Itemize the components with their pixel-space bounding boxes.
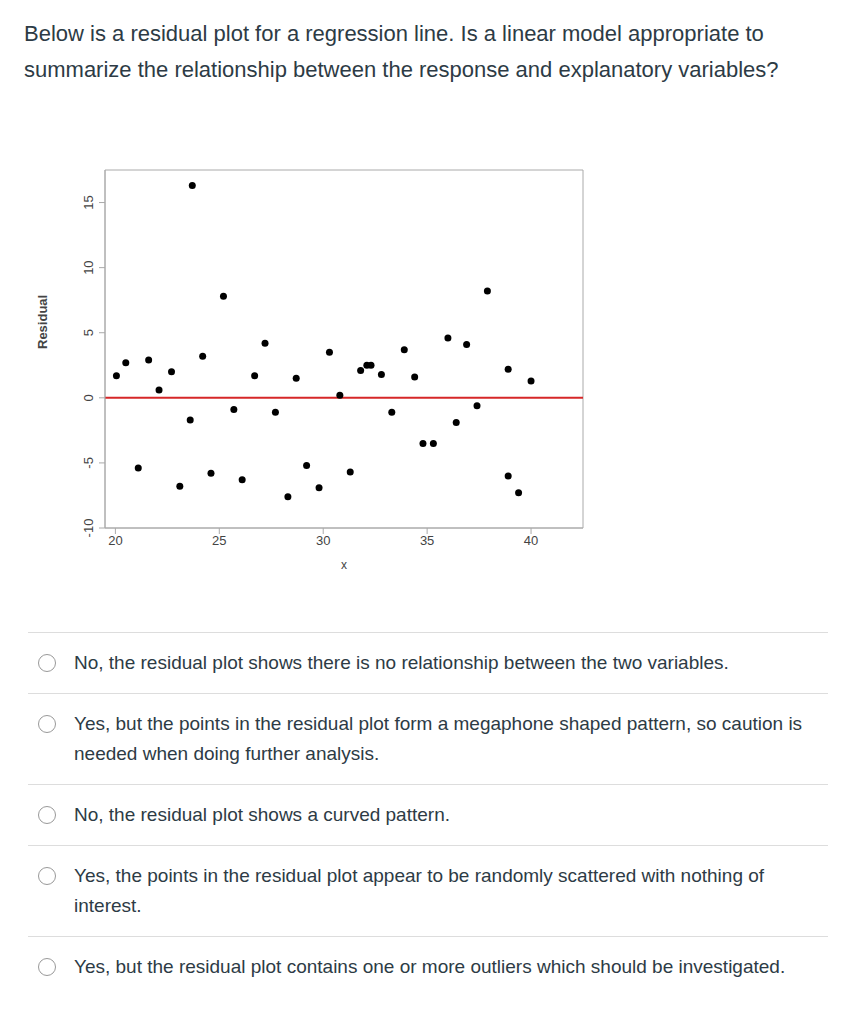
svg-text:Residual: Residual: [35, 295, 50, 349]
svg-text:-10: -10: [81, 519, 96, 538]
svg-text:25: 25: [212, 533, 226, 548]
svg-text:x: x: [341, 558, 347, 572]
svg-text:0: 0: [81, 394, 96, 401]
html-text:Below is a residual plot for a: Below is a residual plot for a regressio…: [24, 21, 779, 82]
svg-text:30: 30: [316, 533, 330, 548]
svg-text:15: 15: [81, 195, 96, 209]
svg-text:35: 35: [420, 533, 434, 548]
svg-text:40: 40: [524, 533, 538, 548]
html-text:Yes, but the residual plot con: Yes, but the residual plot contains one …: [74, 956, 786, 977]
svg-text:20: 20: [108, 533, 122, 548]
html-text:Yes, but the points in the res: Yes, but the points in the residual plot…: [74, 713, 803, 764]
html-text:Yes, the points in the residua: Yes, the points in the residual plot app…: [74, 865, 765, 916]
html-text:No, the residual plot shows th: No, the residual plot shows there is no …: [74, 652, 729, 673]
svg-text:5: 5: [81, 329, 96, 336]
svg-text:-5: -5: [81, 457, 96, 469]
html-text:No, the residual plot shows a: No, the residual plot shows a curved pat…: [74, 804, 450, 825]
svg-text:10: 10: [81, 260, 96, 274]
